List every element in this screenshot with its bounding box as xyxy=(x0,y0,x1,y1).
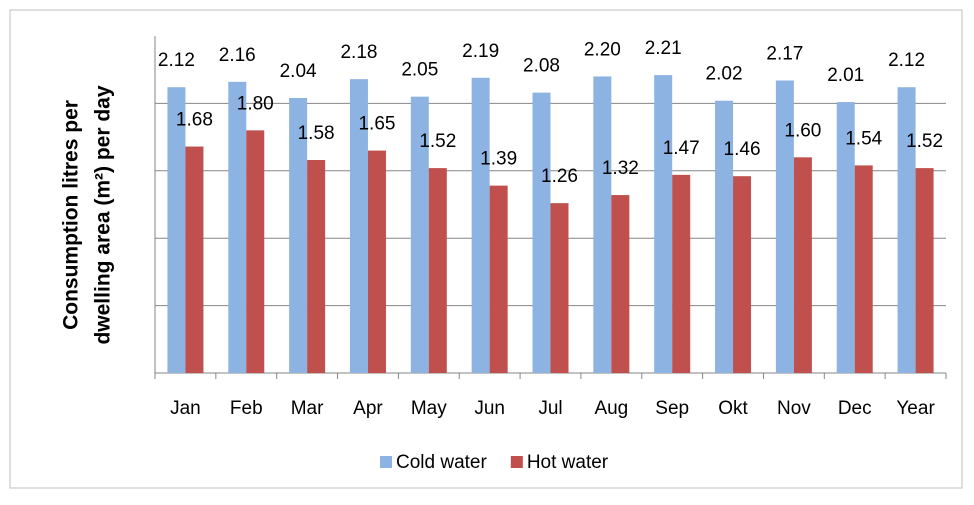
value-label: 2.12 xyxy=(158,50,195,71)
x-tick-label: Feb xyxy=(230,398,263,419)
bar xyxy=(793,157,812,373)
value-label: 1.52 xyxy=(906,131,943,152)
bar xyxy=(715,100,734,373)
value-label: 2.12 xyxy=(888,50,925,71)
value-label: 1.58 xyxy=(298,123,335,144)
legend-label: Hot water xyxy=(527,452,609,473)
value-label: 2.02 xyxy=(706,64,743,85)
x-tick-label: Jul xyxy=(538,398,562,419)
bar xyxy=(593,76,612,373)
value-label: 2.16 xyxy=(219,45,256,66)
bar xyxy=(550,203,569,373)
x-tick-label: Mar xyxy=(291,398,324,419)
legend-swatch xyxy=(380,456,392,468)
bar xyxy=(246,130,265,373)
bar xyxy=(654,75,673,373)
value-label: 1.60 xyxy=(784,120,821,141)
value-label: 2.01 xyxy=(827,65,864,86)
value-label: 1.65 xyxy=(358,114,395,135)
x-tick-label: Dec xyxy=(838,398,872,419)
bar xyxy=(349,79,368,374)
bar xyxy=(733,176,752,373)
value-label: 1.47 xyxy=(663,138,700,159)
x-tick-label: Aug xyxy=(594,398,628,419)
value-label: 2.18 xyxy=(340,42,377,63)
y-axis-label: Consumption litres per xyxy=(60,100,83,330)
bar xyxy=(307,160,326,373)
bar xyxy=(897,87,916,373)
bar xyxy=(915,168,934,373)
x-tick-label: Year xyxy=(896,398,935,419)
bar xyxy=(367,150,386,373)
bar xyxy=(836,102,855,373)
bar xyxy=(228,81,247,373)
bar xyxy=(428,168,447,373)
x-tick-label: May xyxy=(411,398,447,419)
x-tick-label: Apr xyxy=(353,398,383,419)
x-tick-label: Nov xyxy=(777,398,811,419)
value-label: 1.80 xyxy=(237,93,274,114)
value-label: 1.39 xyxy=(480,149,517,170)
value-label: 2.21 xyxy=(645,38,682,59)
bar xyxy=(775,80,794,373)
bar xyxy=(611,195,630,373)
value-label: 2.20 xyxy=(584,39,621,60)
value-label: 1.32 xyxy=(602,158,639,179)
bar xyxy=(672,174,691,373)
value-label: 1.26 xyxy=(541,166,578,187)
value-label: 2.04 xyxy=(280,61,317,82)
value-label: 2.08 xyxy=(523,56,560,77)
x-tick-label: Okt xyxy=(718,398,748,419)
value-label: 2.19 xyxy=(462,41,499,62)
y-axis-label: dwelling area (m²) per day xyxy=(92,85,115,344)
bar xyxy=(471,77,490,374)
x-tick-label: Sep xyxy=(655,398,689,419)
bar xyxy=(854,165,873,373)
bar xyxy=(410,96,429,373)
value-label: 2.05 xyxy=(401,60,438,81)
value-label: 1.54 xyxy=(845,128,882,149)
bar xyxy=(532,92,551,373)
bar xyxy=(489,185,508,373)
bar xyxy=(289,98,308,374)
bar xyxy=(167,87,186,373)
x-tick-label: Jan xyxy=(170,398,201,419)
value-label: 1.68 xyxy=(176,110,213,131)
value-label: 1.52 xyxy=(419,131,456,152)
legend-label: Cold water xyxy=(396,452,487,473)
value-label: 1.46 xyxy=(724,139,761,160)
x-tick-label: Jun xyxy=(474,398,505,419)
legend-swatch xyxy=(510,456,523,468)
value-label: 2.17 xyxy=(766,43,803,64)
bar xyxy=(185,146,204,373)
